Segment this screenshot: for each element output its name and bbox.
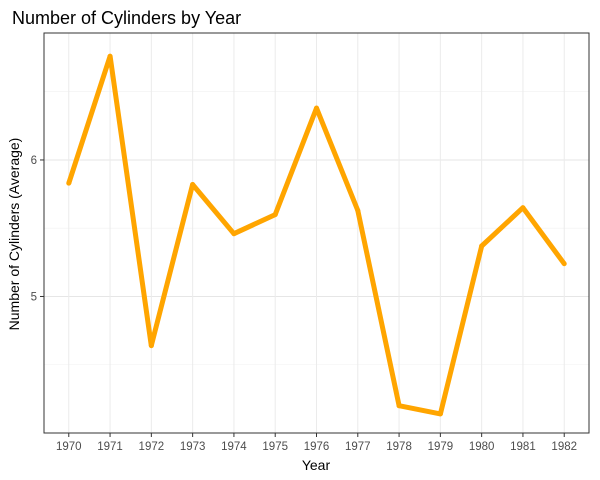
data-point-1979 [437,411,443,417]
data-point-1971 [107,53,113,59]
x-tick-label: 1976 [304,441,330,453]
data-point-1972 [148,343,154,349]
x-tick-label: 1975 [262,441,288,453]
data-point-1970 [66,180,72,186]
data-point-1978 [396,403,402,409]
data-point-1973 [190,182,196,188]
plot-area: 1970 1971 1972 1973 1974 1975 1976 1977 1978 1979… [31,32,590,453]
data-point-1976 [314,105,319,111]
y-axis-title: Number of Cylinders (Average) [6,138,22,331]
x-tick-label: 1978 [386,441,412,453]
x-tick-label: 1970 [56,441,82,453]
x-tick-label: 1973 [180,441,206,453]
x-tick-label: 1977 [345,441,371,453]
data-point-1975 [272,212,278,218]
x-tick-label: 1980 [469,441,495,453]
data-point-1982 [561,261,567,267]
x-axis-title: Year [302,457,331,473]
x-tick-label: 1972 [139,441,165,453]
data-point-1980 [479,243,485,249]
x-tick-label: 1982 [551,441,577,453]
x-tick-label: 1981 [510,441,536,453]
y-tick-label: 6 [31,155,37,167]
data-point-1981 [520,205,526,211]
x-tick-label: 1979 [428,441,454,453]
x-tick-label: 1974 [221,441,247,453]
x-tick-label: 1971 [97,441,123,453]
data-point-1977 [355,207,361,213]
y-tick-label: 5 [31,291,37,303]
chart-title: Number of Cylinders by Year [12,8,241,28]
data-point-1974 [231,231,237,237]
